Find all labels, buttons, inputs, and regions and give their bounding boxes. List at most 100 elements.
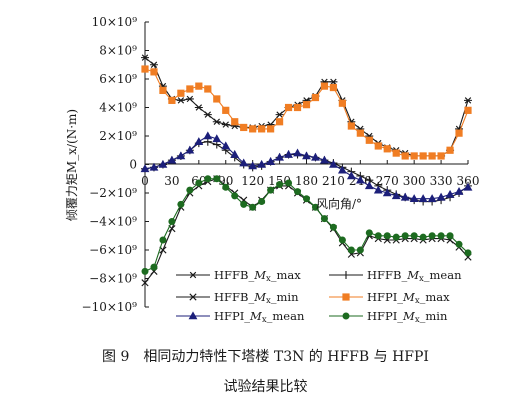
data-point <box>356 246 364 254</box>
data-point <box>258 125 266 133</box>
caption-line-2: 试验结果比较 <box>223 379 308 395</box>
data-point <box>437 152 445 160</box>
data-point <box>365 136 373 144</box>
series-line <box>144 178 469 272</box>
data-point <box>150 263 158 271</box>
data-point <box>203 131 213 140</box>
data-point <box>222 106 230 114</box>
data-point <box>436 192 446 201</box>
data-point <box>213 95 221 103</box>
data-point <box>212 118 221 125</box>
legend-marker <box>342 293 350 301</box>
data-point <box>463 182 473 191</box>
y-tick-label: 0 <box>129 158 137 172</box>
data-point <box>141 65 149 73</box>
data-point <box>355 175 365 184</box>
series-line <box>144 135 469 200</box>
data-point <box>176 97 185 104</box>
data-point <box>185 95 194 103</box>
data-point <box>159 86 167 94</box>
data-point <box>311 152 320 161</box>
data-point <box>195 82 203 90</box>
legend-marker <box>188 311 198 320</box>
data-point <box>445 189 455 198</box>
data-point <box>239 158 249 167</box>
data-point <box>400 192 410 201</box>
legend-label: HFPI_Mx_mean <box>214 309 305 325</box>
data-point <box>346 171 356 180</box>
data-point <box>320 82 329 90</box>
data-point <box>249 125 257 133</box>
data-point <box>176 151 186 160</box>
legend-label: HFFB_Mx_max <box>214 268 301 284</box>
data-point <box>464 97 472 104</box>
data-point <box>194 137 204 145</box>
data-point <box>338 99 346 107</box>
data-point <box>410 152 418 160</box>
data-point <box>186 186 194 194</box>
data-point <box>149 61 158 68</box>
data-point <box>141 54 149 61</box>
data-point <box>266 157 276 165</box>
data-point <box>347 246 355 254</box>
data-point <box>231 192 239 200</box>
data-point <box>213 175 221 183</box>
data-point <box>464 106 472 114</box>
data-point <box>267 125 275 133</box>
x-tick-label: 330 <box>430 174 453 188</box>
data-point <box>446 146 454 154</box>
data-point <box>419 233 427 241</box>
data-point <box>320 215 328 223</box>
y-tick-label: 4×10⁹ <box>99 101 137 115</box>
data-point <box>383 232 391 240</box>
data-point <box>195 179 203 187</box>
data-point <box>356 129 364 137</box>
data-point <box>401 232 409 240</box>
data-point <box>311 93 320 102</box>
series-hfpi-mx-max <box>141 65 472 160</box>
data-point <box>159 236 167 244</box>
y-tick-label: 2×10⁹ <box>99 129 137 143</box>
legend-item: HFPI_Mx_max <box>329 290 450 306</box>
data-point <box>275 111 284 118</box>
data-point <box>454 186 464 195</box>
data-point <box>392 233 400 241</box>
chart: 10×10⁹ 8×10⁹ 6×10⁹ 4×10⁹ 2×10⁹ 0 −2×10⁹ −4×10⁹ −… <box>65 15 479 325</box>
data-point <box>258 198 266 206</box>
x-tick-label: 120 <box>241 174 264 188</box>
legend-item: HFFB_Mx_mean <box>329 268 462 284</box>
data-point <box>285 179 293 187</box>
series-layer <box>140 54 473 287</box>
data-point <box>231 118 239 126</box>
series-hfpi-mx-min <box>141 175 472 275</box>
data-point <box>141 279 149 287</box>
data-point <box>338 236 346 244</box>
data-point <box>329 223 337 231</box>
y-axis-label: 倾覆力矩M_x/(N·m) <box>65 109 79 221</box>
legend-item: HFFB_Mx_max <box>176 268 301 284</box>
data-point <box>418 194 428 202</box>
data-point <box>185 145 195 154</box>
data-point <box>293 103 302 112</box>
legend-marker <box>189 293 197 301</box>
data-point <box>177 89 185 97</box>
data-point <box>409 194 419 202</box>
data-point <box>212 134 222 143</box>
data-point <box>419 152 427 160</box>
y-tick-label: 10×10⁹ <box>92 15 138 29</box>
y-tick-label: 8×10⁹ <box>99 44 137 58</box>
data-point <box>186 85 194 93</box>
data-point <box>221 121 230 128</box>
data-point <box>158 159 168 168</box>
legend-marker <box>342 312 350 320</box>
data-point <box>383 145 391 153</box>
caption-line-1: 图 9 相同动力特性下塔楼 T3N 的 HFFB 与 HFPI <box>102 349 429 365</box>
data-point <box>168 96 176 104</box>
data-point <box>222 183 230 191</box>
data-point <box>427 194 437 202</box>
legend-item: HFPI_Mx_mean <box>176 309 305 325</box>
data-point <box>140 164 150 173</box>
data-point <box>401 152 409 160</box>
y-tick-label: −10×10⁹ <box>82 300 138 314</box>
data-point <box>267 186 275 194</box>
